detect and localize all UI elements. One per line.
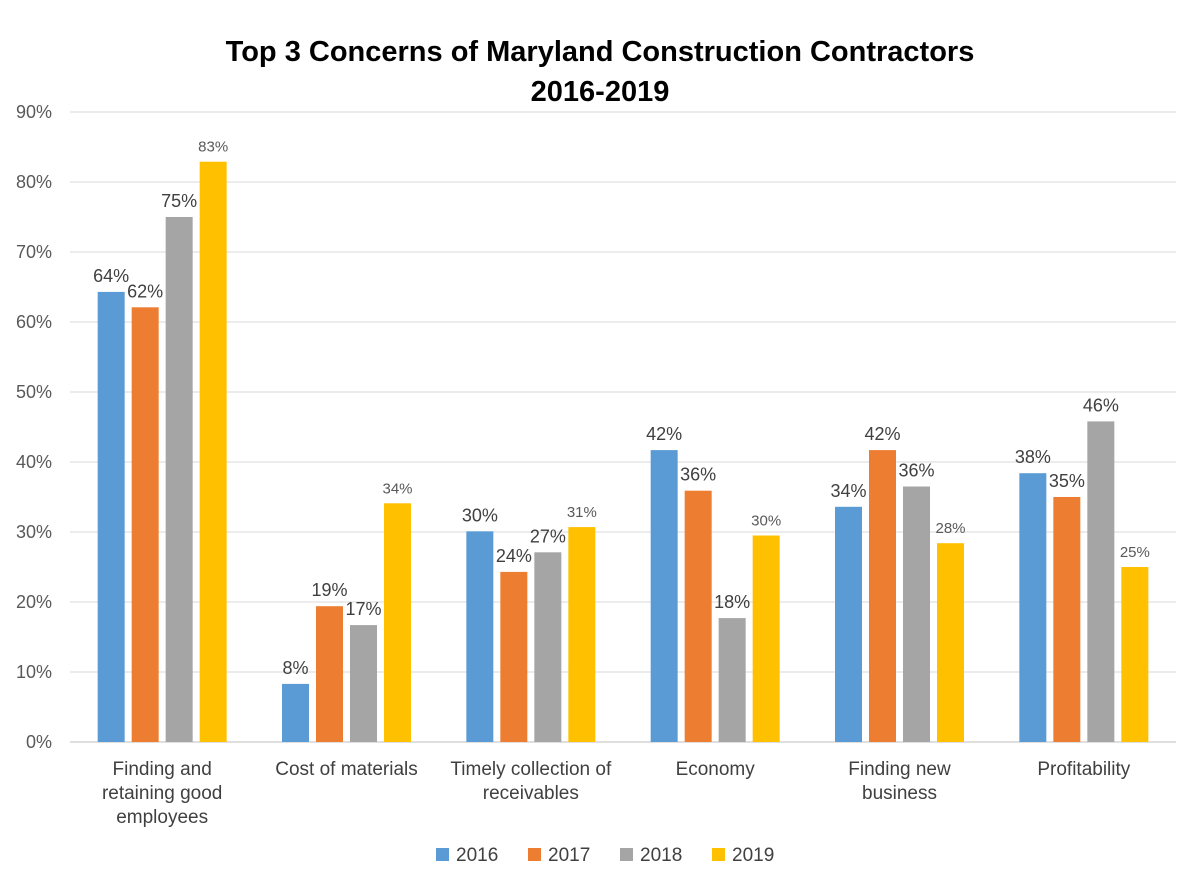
data-label: 31% xyxy=(567,504,597,521)
bar-2018 xyxy=(534,552,562,742)
bar-2016 xyxy=(650,450,678,742)
data-label: 19% xyxy=(311,580,347,600)
bar-2017 xyxy=(1053,497,1081,742)
category-label: employees xyxy=(116,807,208,828)
legend-swatch-2018 xyxy=(620,848,633,861)
y-tick-label: 60% xyxy=(16,312,52,332)
category-label: Profitability xyxy=(1037,759,1130,780)
category-label: Cost of materials xyxy=(275,759,418,780)
bar-2018 xyxy=(165,217,193,742)
legend-swatch-2016 xyxy=(436,848,449,861)
y-tick-label: 30% xyxy=(16,522,52,542)
category-label: business xyxy=(862,783,937,804)
data-label: 35% xyxy=(1049,471,1085,491)
data-label: 42% xyxy=(646,424,682,444)
data-label: 24% xyxy=(496,546,532,566)
category-label: retaining good xyxy=(102,783,222,804)
legend-label: 2017 xyxy=(548,845,590,866)
legend-label: 2019 xyxy=(732,845,774,866)
category-label: Finding and xyxy=(113,759,212,780)
bar-2017 xyxy=(316,606,343,742)
bar-2018 xyxy=(718,618,746,742)
data-label: 34% xyxy=(382,480,412,497)
bar-2019 xyxy=(568,527,596,742)
legend-label: 2016 xyxy=(456,845,498,866)
bar-2019 xyxy=(937,543,964,742)
bar-2018 xyxy=(1087,421,1115,742)
y-tick-label: 10% xyxy=(16,662,52,682)
data-label: 42% xyxy=(864,424,900,444)
bar-2019 xyxy=(1121,567,1149,742)
bar-2017 xyxy=(131,307,159,742)
data-label: 36% xyxy=(898,461,934,481)
y-tick-label: 50% xyxy=(16,382,52,402)
bar-2016 xyxy=(466,531,494,742)
chart-title-line-1: Top 3 Concerns of Maryland Construction … xyxy=(225,36,975,68)
category-label: Timely collection of xyxy=(450,759,612,780)
legend-swatch-2017 xyxy=(528,848,541,861)
bar-2017 xyxy=(869,450,896,742)
bar-2016 xyxy=(282,683,309,742)
chart-title: Top 3 Concerns of Maryland Construction … xyxy=(0,32,1200,112)
bar-2016 xyxy=(835,506,862,742)
data-label: 18% xyxy=(714,592,750,612)
y-tick-label: 90% xyxy=(16,102,52,122)
chart-title-line-2: 2016-2019 xyxy=(530,76,670,108)
bar-2019 xyxy=(752,535,780,742)
data-label: 64% xyxy=(93,266,129,286)
bar-2016 xyxy=(97,291,125,742)
bar-2018 xyxy=(903,486,930,742)
bar-2017 xyxy=(684,490,712,742)
category-label: receivables xyxy=(483,783,579,804)
data-label: 38% xyxy=(1015,447,1051,467)
y-tick-label: 40% xyxy=(16,452,52,472)
bar-2017 xyxy=(500,571,528,742)
y-tick-label: 80% xyxy=(16,172,52,192)
category-label: Finding new xyxy=(848,759,951,780)
y-tick-label: 0% xyxy=(26,732,52,752)
legend-swatch-2019 xyxy=(712,848,725,861)
bar-2019 xyxy=(199,161,227,742)
legend-label: 2018 xyxy=(640,845,682,866)
bar-2019 xyxy=(384,503,411,742)
data-label: 8% xyxy=(282,658,308,678)
y-tick-label: 70% xyxy=(16,242,52,262)
data-label: 17% xyxy=(345,599,381,619)
data-label: 62% xyxy=(127,281,163,301)
data-label: 34% xyxy=(830,481,866,501)
data-label: 25% xyxy=(1120,544,1150,561)
y-tick-label: 20% xyxy=(16,592,52,612)
data-label: 83% xyxy=(198,139,228,156)
data-label: 27% xyxy=(530,526,566,546)
data-label: 30% xyxy=(462,505,498,525)
category-label: Economy xyxy=(676,759,756,780)
data-label: 28% xyxy=(935,520,965,537)
bar-2016 xyxy=(1019,473,1047,742)
data-label: 46% xyxy=(1083,395,1119,415)
data-label: 75% xyxy=(161,191,197,211)
bar-2018 xyxy=(350,625,377,742)
data-label: 36% xyxy=(680,465,716,485)
data-label: 30% xyxy=(751,513,781,530)
